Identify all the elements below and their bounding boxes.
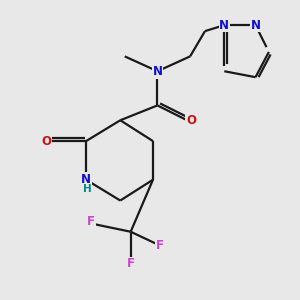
Text: N: N (152, 65, 162, 78)
Text: O: O (186, 114, 196, 127)
Text: F: F (127, 257, 135, 270)
Text: N: N (219, 19, 229, 32)
Text: H: H (83, 184, 92, 194)
Text: F: F (156, 238, 164, 252)
Text: F: F (87, 215, 95, 228)
Text: N: N (81, 173, 91, 186)
Text: O: O (42, 135, 52, 148)
Text: N: N (250, 19, 260, 32)
